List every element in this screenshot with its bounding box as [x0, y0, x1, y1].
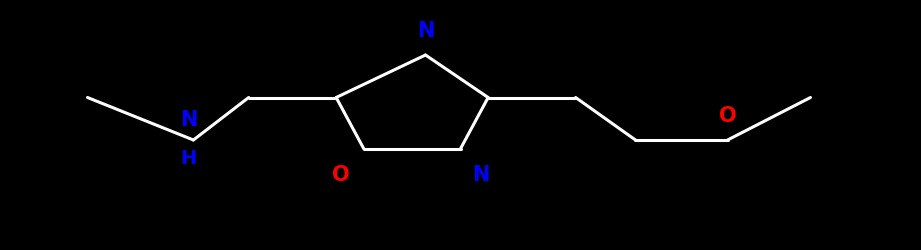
- Text: H: H: [181, 149, 197, 168]
- Text: N: N: [417, 21, 434, 41]
- Text: O: O: [718, 106, 737, 126]
- Text: N: N: [472, 165, 489, 185]
- Text: O: O: [332, 165, 350, 185]
- Text: N: N: [181, 110, 197, 130]
